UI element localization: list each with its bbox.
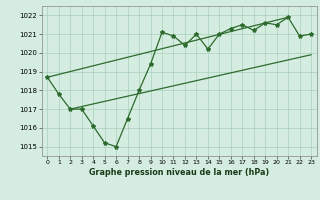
X-axis label: Graphe pression niveau de la mer (hPa): Graphe pression niveau de la mer (hPa) (89, 168, 269, 177)
